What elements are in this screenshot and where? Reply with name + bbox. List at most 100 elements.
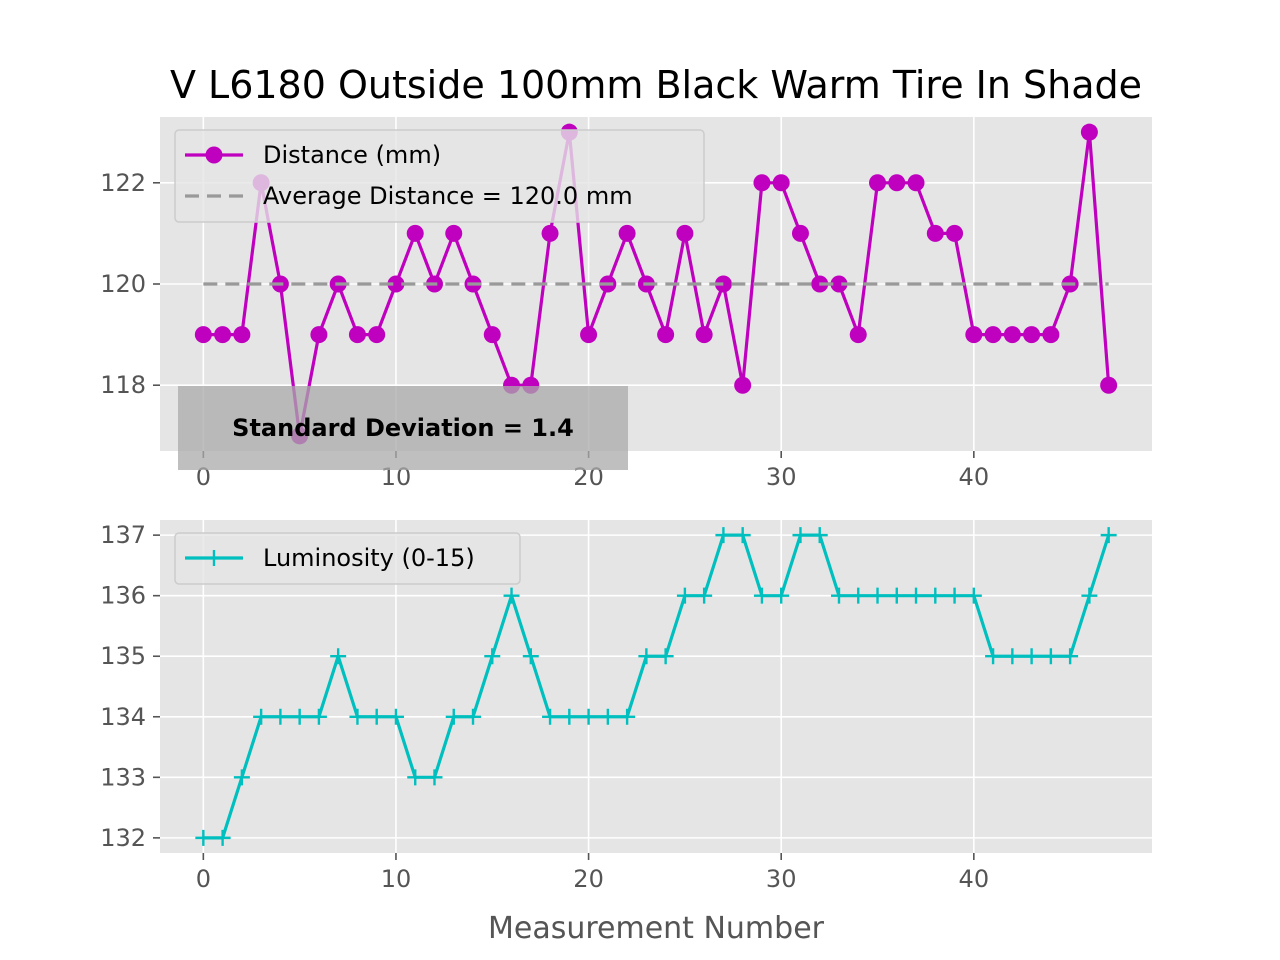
distance-point xyxy=(618,224,636,242)
luminosity-point xyxy=(1042,648,1059,665)
distance-y-tick-label: 122 xyxy=(100,169,146,197)
luminosity-point xyxy=(908,587,925,604)
luminosity-point xyxy=(696,587,713,604)
distance-point xyxy=(888,174,906,192)
distance-point xyxy=(734,376,752,394)
distance-point xyxy=(830,275,848,293)
distance-point xyxy=(1080,123,1098,141)
distance-point xyxy=(926,224,944,242)
distance-point xyxy=(1023,326,1041,344)
luminosity-point xyxy=(927,587,944,604)
luminosity-y-tick-label: 135 xyxy=(100,642,146,670)
luminosity-y-tick-label: 133 xyxy=(100,763,146,791)
luminosity-point xyxy=(830,587,847,604)
luminosity-point xyxy=(291,708,308,725)
luminosity-point xyxy=(850,587,867,604)
luminosity-point xyxy=(946,587,963,604)
luminosity-y-tick-label: 137 xyxy=(100,521,146,549)
distance-legend-box xyxy=(174,129,705,223)
distance-point xyxy=(214,326,232,344)
distance-point xyxy=(695,326,713,344)
distance-point xyxy=(406,224,424,242)
distance-point xyxy=(772,174,790,192)
luminosity-point xyxy=(580,708,597,725)
luminosity-x-tick-label: 20 xyxy=(573,865,604,893)
luminosity-point xyxy=(253,708,270,725)
luminosity-point xyxy=(310,708,327,725)
distance-point xyxy=(676,224,694,242)
luminosity-data-layer xyxy=(195,527,1117,846)
luminosity-point xyxy=(542,708,559,725)
luminosity-y-tick-label: 136 xyxy=(100,582,146,610)
luminosity-point xyxy=(869,587,886,604)
distance-point xyxy=(541,224,559,242)
distance-point xyxy=(984,326,1002,344)
luminosity-legend-label: Luminosity (0-15) xyxy=(263,544,475,572)
luminosity-point xyxy=(368,708,385,725)
distance-point xyxy=(1003,326,1021,344)
luminosity-x-tick-label: 40 xyxy=(959,865,990,893)
distance-point xyxy=(194,326,212,344)
distance-point xyxy=(946,224,964,242)
distance-point xyxy=(348,326,366,344)
distance-y-tick-label: 120 xyxy=(100,270,146,298)
distance-series-line xyxy=(203,130,1111,438)
distance-point xyxy=(368,326,386,344)
luminosity-point xyxy=(638,648,655,665)
luminosity-x-tick-label: 0 xyxy=(196,865,211,893)
luminosity-legend-marker xyxy=(206,550,222,566)
distance-annotation-box xyxy=(178,386,628,470)
luminosity-chart: 0 10 20 30 40 132 133 134 135 136 137 Luminosity (0… xyxy=(100,520,1152,946)
distance-point xyxy=(753,174,771,192)
luminosity-point xyxy=(599,708,616,725)
distance-point xyxy=(310,326,328,344)
luminosity-point xyxy=(387,708,404,725)
distance-point xyxy=(791,224,809,242)
luminosity-point xyxy=(734,527,751,544)
distance-point xyxy=(1100,376,1118,394)
luminosity-point xyxy=(619,708,636,725)
luminosity-point xyxy=(503,587,520,604)
distance-point xyxy=(657,326,675,344)
distance-point xyxy=(387,275,405,293)
luminosity-point xyxy=(465,708,482,725)
luminosity-point xyxy=(349,708,366,725)
distance-legend-label: Average Distance = 120.0 mm xyxy=(263,182,633,210)
luminosity-point xyxy=(965,587,982,604)
distance-point xyxy=(233,326,251,344)
luminosity-point xyxy=(522,648,539,665)
luminosity-x-tick-label: 10 xyxy=(381,865,412,893)
luminosity-y-tick-label: 134 xyxy=(100,703,146,731)
luminosity-point xyxy=(985,648,1002,665)
luminosity-x-axis-label: Measurement Number xyxy=(488,911,825,946)
distance-x-tick-label: 30 xyxy=(766,463,797,491)
luminosity-point xyxy=(773,587,790,604)
luminosity-point xyxy=(1004,648,1021,665)
luminosity-point xyxy=(426,769,443,786)
luminosity-x-tick-label: 30 xyxy=(766,865,797,893)
luminosity-point xyxy=(753,587,770,604)
distance-y-tick-label: 118 xyxy=(100,371,146,399)
distance-point xyxy=(869,174,887,192)
luminosity-point xyxy=(214,829,231,846)
luminosity-point xyxy=(792,527,809,544)
luminosity-y-tick-label: 132 xyxy=(100,824,146,852)
luminosity-point xyxy=(1023,648,1040,665)
distance-annotation-text: Standard Deviation = 1.4 xyxy=(232,414,574,442)
distance-point xyxy=(1042,326,1060,344)
luminosity-point xyxy=(1062,648,1079,665)
distance-x-tick-label: 40 xyxy=(959,463,990,491)
luminosity-point xyxy=(676,587,693,604)
luminosity-legend-box xyxy=(174,532,521,585)
luminosity-point xyxy=(233,769,250,786)
luminosity-point xyxy=(811,527,828,544)
figure-title: V L6180 Outside 100mm Black Warm Tire In… xyxy=(170,63,1142,107)
luminosity-point xyxy=(407,769,424,786)
distance-point xyxy=(580,326,598,344)
luminosity-point xyxy=(657,648,674,665)
luminosity-point xyxy=(1100,527,1117,544)
distance-point xyxy=(849,326,867,344)
luminosity-point xyxy=(1081,587,1098,604)
distance-legend-marker xyxy=(205,146,223,164)
